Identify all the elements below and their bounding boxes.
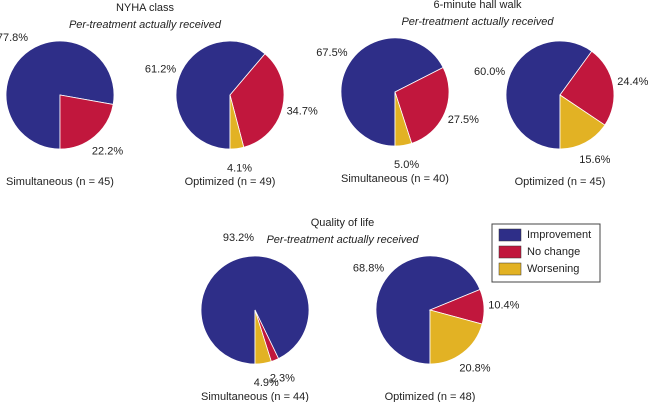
legend-box (491, 223, 601, 283)
pie-slice (429, 309, 483, 365)
legend-swatch (498, 228, 522, 242)
value-label: 22.2% (92, 146, 123, 158)
pie-slice (59, 94, 114, 150)
value-label: 93.2% (223, 232, 254, 244)
value-label: 77.8% (0, 32, 28, 44)
value-label: 5.0% (394, 159, 419, 171)
pie-slice (340, 37, 444, 147)
value-label: 24.4% (617, 76, 648, 88)
legend-label: No change (527, 246, 580, 258)
value-label: 20.8% (459, 363, 490, 375)
value-label: 27.5% (448, 114, 479, 126)
value-label: 60.0% (474, 66, 505, 78)
legend-swatch (498, 245, 522, 259)
group-title: 6-minute hall walk (433, 0, 522, 11)
pie-caption: Optimized (n = 48) (385, 391, 476, 402)
value-label: 15.6% (579, 154, 610, 166)
pie-slice (229, 94, 245, 150)
pie-slice (375, 255, 481, 365)
pie-slice (229, 53, 285, 148)
value-label: 67.5% (316, 47, 347, 59)
group-title: Quality of life (311, 217, 375, 229)
value-label: 61.2% (145, 63, 176, 75)
pie-caption: Simultaneous (n = 40) (341, 173, 449, 185)
pie-caption: Optimized (n = 49) (185, 176, 276, 188)
value-label: 34.7% (287, 105, 318, 117)
pie-caption: Optimized (n = 45) (515, 176, 606, 188)
group-subtitle: Per-treatment actually received (401, 16, 554, 28)
value-label: 10.4% (488, 299, 519, 311)
group-subtitle: Per-treatment actually received (266, 234, 419, 246)
pie-slice (394, 66, 450, 144)
pie-slice (175, 40, 266, 150)
pie-caption: Simultaneous (n = 45) (6, 176, 114, 188)
legend-label: Worsening (527, 263, 579, 275)
value-label: 68.8% (353, 263, 384, 275)
group-subtitle: Per-treatment actually received (69, 19, 222, 31)
legend-swatch (498, 262, 522, 276)
value-label: 2.3% (270, 373, 295, 385)
legend-label: Improvement (527, 229, 591, 241)
pie-slice (254, 309, 272, 365)
group-title: NYHA class (116, 2, 175, 14)
pie-slice (559, 50, 615, 126)
pie-slice (559, 94, 606, 150)
pie-slice (505, 40, 593, 150)
value-label: 4.1% (227, 162, 252, 174)
value-label: 4.9% (254, 377, 279, 389)
pie-slice (394, 91, 413, 147)
pie-caption: Simultaneous (n = 44) (201, 391, 309, 402)
